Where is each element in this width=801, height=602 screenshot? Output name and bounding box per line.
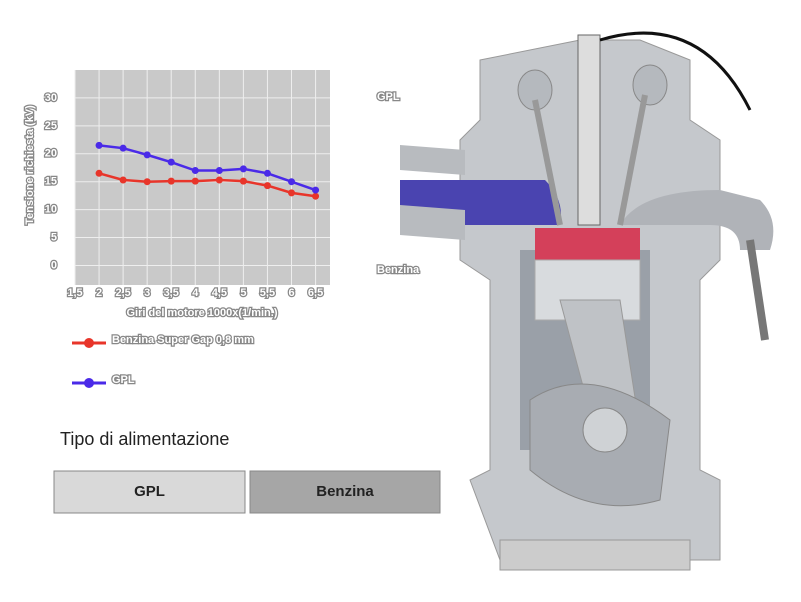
data-point (263, 182, 271, 190)
data-line (98, 144, 316, 192)
legend-label: GPL (112, 374, 135, 386)
data-point (95, 169, 103, 177)
data-point (312, 192, 320, 200)
section-title: Tipo di alimentazione (60, 429, 229, 449)
y-tick-label: 10 (45, 204, 57, 216)
data-point (215, 167, 223, 175)
data-point (312, 186, 320, 194)
data-point (167, 158, 175, 166)
x-tick-label: 2,5 (115, 287, 130, 299)
x-tick-label: 5 (240, 287, 246, 299)
data-point (215, 176, 223, 184)
data-point (167, 177, 175, 185)
data-point (119, 176, 127, 184)
data-line (98, 172, 316, 198)
x-tick-label: 3,5 (164, 287, 179, 299)
x-tick-label: 4 (192, 287, 199, 299)
data-point (239, 177, 247, 185)
button-label[interactable]: GPL (134, 483, 165, 500)
data-point (119, 144, 127, 152)
x-tick-label: 5,5 (260, 287, 275, 299)
data-point (191, 167, 199, 175)
button-label[interactable]: Benzina (316, 483, 374, 500)
engine-illustration (400, 31, 774, 571)
data-point (288, 178, 296, 186)
data-point (95, 141, 103, 149)
y-tick-label: 30 (45, 92, 57, 104)
data-point (191, 177, 199, 185)
y-tick-label: 20 (45, 148, 57, 160)
x-tick-label: 1,5 (67, 287, 82, 299)
x-tick-label: 4,5 (212, 287, 227, 299)
y-tick-label: 15 (45, 176, 57, 188)
data-point (288, 189, 296, 197)
button[interactable]: GPL (53, 470, 246, 514)
legend-marker (84, 378, 94, 388)
engine-label: Benzina (377, 264, 420, 276)
engine-label: GPL (377, 91, 400, 103)
data-point (263, 169, 271, 177)
data-point (143, 151, 151, 159)
data-point (143, 178, 151, 186)
y-tick-label: 0 (51, 259, 57, 271)
button-bg[interactable] (53, 470, 246, 514)
legend-label: Benzina Super Gap 0,8 mm (112, 334, 254, 346)
x-tick-label: 6 (288, 287, 294, 299)
data-point (239, 165, 247, 173)
y-axis-title: Tensione richiesta (kV) (24, 105, 36, 225)
x-axis-title: Giri del motore 1000x(1/min.) (127, 307, 278, 319)
button-bg[interactable] (249, 470, 441, 514)
button[interactable]: Benzina (249, 470, 441, 514)
y-tick-label: 25 (45, 120, 57, 132)
x-tick-label: 6,5 (308, 287, 323, 299)
x-tick-label: 2 (96, 287, 102, 299)
x-tick-label: 3 (144, 287, 150, 299)
y-tick-label: 5 (51, 231, 57, 243)
legend-marker (84, 338, 94, 348)
